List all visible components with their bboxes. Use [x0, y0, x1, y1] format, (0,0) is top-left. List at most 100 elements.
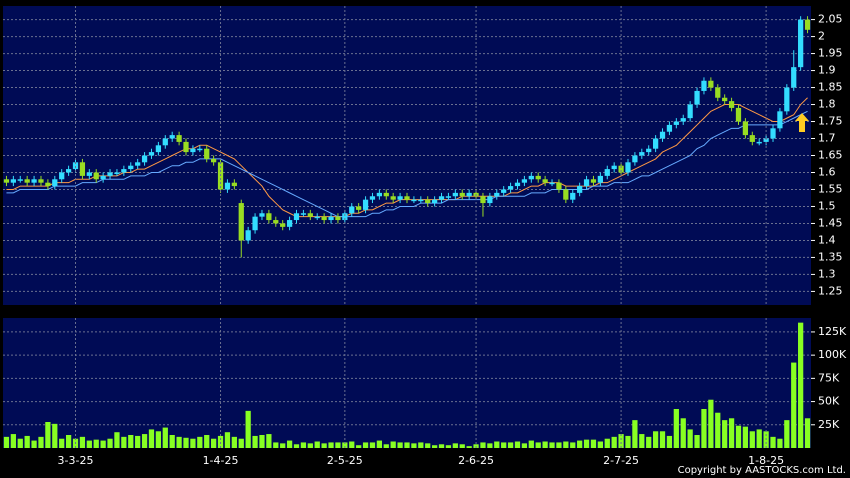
y-tick-label: 1.35 [818, 250, 843, 263]
volume-bar [652, 431, 659, 448]
volume-bar [770, 436, 776, 448]
y-tick-label: 1.5 [818, 199, 836, 212]
candle-body [321, 216, 327, 221]
candle-body [404, 196, 410, 200]
volume-bar [701, 409, 707, 448]
candle-body [197, 148, 203, 151]
candle-body [245, 230, 251, 241]
candle-body [362, 199, 369, 210]
candle-body [383, 192, 389, 197]
plot-layer: 1.25 1.3 1.35 1.4 1.45 1.5 1.55 1.6 1.65 1.7 1.75 1… [3, 6, 847, 467]
candle-body [286, 220, 293, 227]
volume-bar [397, 442, 403, 448]
candle-body [135, 162, 141, 166]
volume-bar [590, 439, 597, 448]
volume-bar [362, 442, 369, 448]
volume-bar [300, 442, 307, 448]
volume-bar [646, 436, 652, 448]
y-tick-label: 1.9 [818, 64, 836, 77]
candle-body [501, 189, 507, 193]
y-tick-label: 25K [818, 418, 840, 431]
candle-body [204, 148, 210, 159]
candle-body [583, 179, 590, 187]
candle-body [190, 148, 196, 153]
volume-bar [777, 438, 783, 448]
candle-body [777, 111, 783, 129]
y-tick-label: 1.75 [818, 115, 843, 128]
candle-body [487, 196, 493, 204]
volume-bar [162, 427, 168, 448]
volume-bar [266, 434, 272, 448]
volume-bar [376, 440, 383, 448]
candle-body [273, 220, 279, 224]
y-tick-label: 1.85 [818, 81, 843, 94]
candle-body [480, 196, 486, 204]
candle-body [266, 213, 272, 221]
candle-body [390, 196, 396, 200]
volume-bar [342, 442, 348, 448]
volume-bar [183, 437, 189, 448]
y-tick-label: 1.45 [818, 216, 843, 229]
volume-bar [356, 445, 362, 448]
volume-bar [273, 442, 279, 448]
candle-body [211, 158, 217, 163]
candle-body [38, 179, 44, 183]
candle-body [314, 216, 320, 219]
candle-body [59, 172, 65, 180]
volume-bar [570, 442, 576, 448]
volume-bar [715, 412, 721, 448]
volume-bar [556, 442, 562, 448]
volume-bar [328, 442, 334, 448]
candle-body [798, 19, 804, 68]
candle-body [735, 107, 742, 122]
candle-body [342, 213, 348, 221]
volume-bar [52, 423, 58, 448]
candle-body [708, 80, 714, 88]
volume-bar [625, 435, 631, 448]
candle-body [121, 169, 127, 173]
candle-body [100, 175, 106, 180]
candle-body [24, 179, 30, 183]
volume-bar [445, 445, 452, 448]
candle-body [701, 80, 707, 91]
candle-body [452, 192, 458, 197]
volume-bar [722, 420, 728, 448]
candle-body [431, 199, 438, 204]
volume-bar [238, 438, 244, 448]
arrow-icon [795, 113, 809, 132]
candle-body [528, 175, 534, 180]
candle-body [369, 196, 376, 200]
candle-body [521, 179, 528, 183]
volume-bar [121, 436, 127, 448]
candle-body [86, 172, 92, 176]
candle-body [438, 196, 445, 200]
volume-bar [597, 441, 603, 448]
volume-bar [86, 440, 92, 448]
candle-body [79, 162, 86, 176]
candle-body [445, 196, 452, 198]
volume-bar [425, 443, 431, 448]
volume-bar [639, 434, 645, 448]
volume-bar [749, 431, 755, 448]
volume-bar [100, 440, 106, 448]
volume-bar [252, 435, 258, 448]
volume-bar [231, 436, 237, 448]
candle-body [411, 199, 417, 202]
x-tick-label: 1-8-25 [748, 454, 784, 467]
x-tick-label: 2-7-25 [603, 454, 639, 467]
volume-bar [507, 442, 514, 448]
volume-bar [245, 410, 251, 448]
candle-body [418, 199, 424, 202]
candle-body [3, 179, 10, 183]
volume-bar [459, 444, 465, 448]
volume-bar [31, 440, 37, 448]
volume-bar [217, 435, 224, 448]
volume-bar [673, 409, 679, 448]
volume-bar [487, 443, 493, 448]
candle-body [155, 145, 162, 153]
x-tick-label: 2-6-25 [458, 454, 494, 467]
candle-body [652, 138, 659, 149]
candle-body [694, 90, 700, 105]
volume-bar [756, 429, 762, 448]
